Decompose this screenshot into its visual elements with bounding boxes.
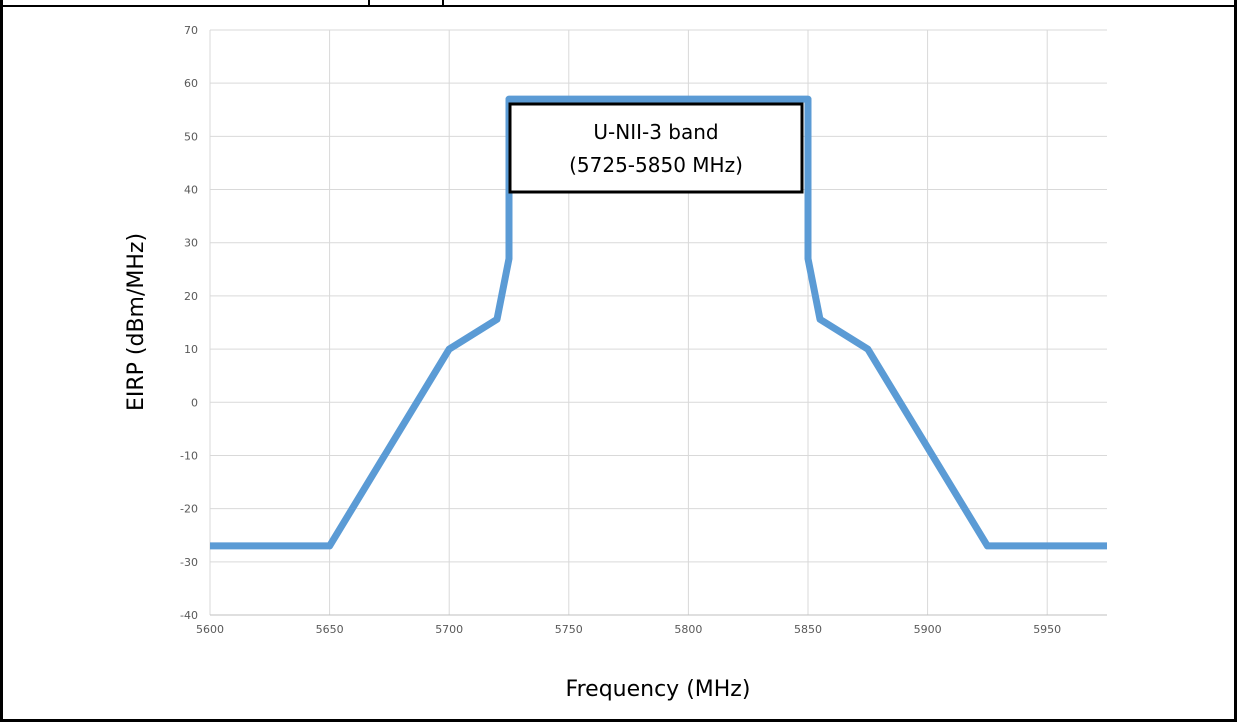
x-tick-label: 5750 xyxy=(555,623,583,636)
x-tick-label: 5950 xyxy=(1033,623,1061,636)
y-tick-label: 0 xyxy=(191,396,198,409)
annotation-line2: (5725-5850 MHz) xyxy=(569,153,743,177)
y-tick-label: -10 xyxy=(180,449,198,462)
y-tick-label: 70 xyxy=(184,24,198,37)
y-tick-labels: -40 -30 -20 -10 0 10 20 30 40 50 60 70 xyxy=(180,24,198,622)
x-axis-title: Frequency (MHz) xyxy=(566,677,751,702)
y-tick-label: 30 xyxy=(184,237,198,250)
band-annotation-box: U-NII-3 band (5725-5850 MHz) xyxy=(508,102,804,194)
eirp-mask-line xyxy=(210,95,1107,550)
x-tick-label: 5800 xyxy=(674,623,702,636)
table-cell-divider xyxy=(368,0,370,6)
table-cell-divider xyxy=(442,0,444,6)
table-top-rule xyxy=(0,5,1237,7)
y-tick-label: 60 xyxy=(184,77,198,90)
x-tick-label: 5700 xyxy=(435,623,463,636)
y-tick-label: -40 xyxy=(180,609,198,622)
y-tick-label: -30 xyxy=(180,556,198,569)
y-tick-label: -20 xyxy=(180,503,198,516)
x-tick-labels: 5600 5650 5700 5750 5800 5850 5900 5950 xyxy=(196,623,1061,636)
y-tick-label: 40 xyxy=(184,184,198,197)
x-tick-label: 5600 xyxy=(196,623,224,636)
x-tick-label: 5900 xyxy=(914,623,942,636)
y-tick-label: 50 xyxy=(184,130,198,143)
y-axis-title: EIRP (dBm/MHz) xyxy=(124,233,149,411)
y-tick-label: 20 xyxy=(184,290,198,303)
gridlines xyxy=(209,29,1107,616)
annotation-line1: U-NII-3 band xyxy=(593,120,718,144)
x-tick-label: 5850 xyxy=(794,623,822,636)
x-tick-label: 5650 xyxy=(316,623,344,636)
y-tick-label: 10 xyxy=(184,343,198,356)
